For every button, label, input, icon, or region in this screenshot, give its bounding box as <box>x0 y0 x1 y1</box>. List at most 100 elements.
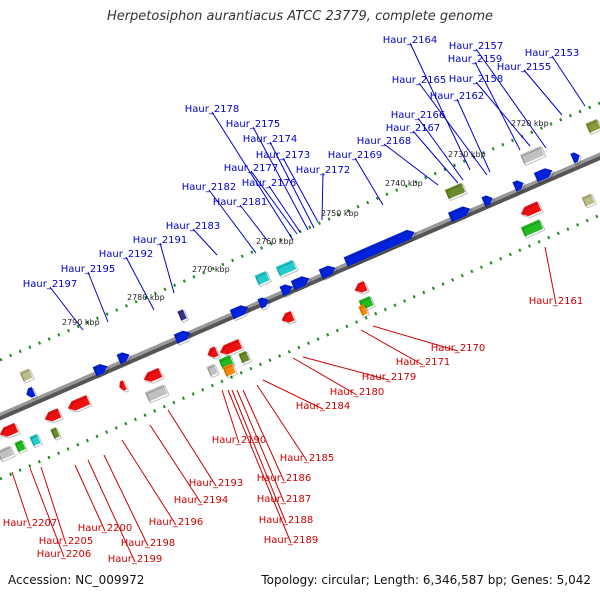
leader-line-layer <box>11 42 586 563</box>
reverse-gene-leader-line <box>360 329 424 366</box>
reverse-gene-label: Haur_2180 <box>330 387 385 398</box>
topology-text: Topology: circular; Length: 6,346,587 bp… <box>261 573 591 587</box>
gene-body <box>533 168 553 183</box>
reverse-gene-leader-line <box>40 466 67 545</box>
reverse-gene-label: Haur_2198 <box>121 538 176 549</box>
gene-shade <box>51 427 63 441</box>
forward-gene-leader-line <box>268 185 301 233</box>
forward-gene-leader-line <box>282 157 319 223</box>
reverse-gene <box>354 281 370 295</box>
forward-feature <box>19 368 35 384</box>
forward-gene-label: Haur_2167 <box>386 123 441 134</box>
forward-gene-leader-line <box>159 242 175 294</box>
gene-shade <box>276 260 299 279</box>
forward-gene-leader-line <box>192 228 218 256</box>
reverse-feature <box>520 219 546 239</box>
forward-gene-leader-line <box>321 172 324 221</box>
gene-body <box>19 368 33 382</box>
forward-gene-label: Haur_2164 <box>383 35 438 46</box>
gene-body <box>343 229 415 267</box>
forward-gene-leader-line <box>409 42 471 171</box>
reverse-gene <box>67 395 93 413</box>
reverse-gene <box>143 367 165 384</box>
reverse-gene-leader-line <box>11 471 31 527</box>
forward-gene <box>257 297 271 311</box>
forward-gene-leader-line <box>551 55 586 107</box>
gene-shade <box>448 207 473 225</box>
reverse-gene-label: Haur_2171 <box>396 357 451 368</box>
gene-shade <box>239 351 253 366</box>
reverse-feature <box>0 445 16 463</box>
forward-gene-label: Haur_2181 <box>213 197 268 208</box>
reverse-gene <box>520 201 544 219</box>
gene-shade <box>30 434 44 449</box>
reverse-gene-label: Haur_2186 <box>257 473 312 484</box>
reverse-feature <box>358 304 371 318</box>
reverse-tick-track <box>0 213 600 481</box>
reverse-gene-leader-line <box>242 389 285 482</box>
forward-gene-label: Haur_2153 <box>525 48 580 59</box>
forward-gene-label: Haur_2165 <box>392 75 447 86</box>
forward-feature <box>177 309 190 323</box>
reverse-gene-leader-line <box>167 409 217 487</box>
forward-gene-leader-line <box>250 170 298 235</box>
gene-body <box>570 152 580 164</box>
reverse-gene-leader-line <box>74 464 106 532</box>
reverse-gene-label: Haur_2196 <box>149 517 204 528</box>
forward-gene <box>512 180 526 194</box>
forward-gene-leader-line <box>456 98 491 173</box>
gene-body <box>254 271 270 285</box>
tick-label: 2740 kbp <box>385 179 423 188</box>
forward-gene-leader-line <box>49 286 84 331</box>
reverse-gene-label: Haur_2179 <box>362 372 417 383</box>
forward-gene-label: Haur_2178 <box>185 104 240 115</box>
gene-body <box>238 350 250 364</box>
reverse-gene-leader-line <box>236 389 285 503</box>
gene-body <box>206 363 218 377</box>
gene-body <box>50 427 60 439</box>
reverse-gene-leader-line <box>262 379 324 410</box>
gene-shade <box>0 423 21 439</box>
reverse-gene-label: Haur_2184 <box>296 401 351 412</box>
gene-shade <box>174 331 193 346</box>
reverse-gene-label: Haur_2200 <box>78 523 133 534</box>
gene-shade <box>255 271 272 288</box>
gene-body <box>67 395 91 411</box>
reverse-gene-label: Haur_2190 <box>212 435 267 446</box>
forward-gene-label: Haur_2195 <box>61 264 116 275</box>
reverse-gene-leader-line <box>302 356 390 381</box>
reverse-feature <box>144 384 170 404</box>
gene-shade <box>230 306 251 322</box>
forward-gene-label: Haur_2182 <box>182 182 237 193</box>
forward-gene-label: Haur_2168 <box>357 136 412 147</box>
forward-gene <box>173 330 193 346</box>
gene-body <box>116 352 130 364</box>
gene-body <box>222 363 236 377</box>
reverse-feature <box>206 363 221 379</box>
gene-body <box>275 259 297 277</box>
gene-shade <box>120 380 130 393</box>
gene-shade <box>117 353 132 367</box>
gene-body <box>318 265 336 279</box>
gene-body <box>92 364 108 377</box>
reverse-feature <box>14 439 29 455</box>
reverse-gene <box>281 311 297 325</box>
reverse-feature <box>50 427 63 441</box>
forward-gene-leader-line <box>523 69 563 116</box>
forward-gene-leader-line <box>87 271 109 323</box>
reverse-feature <box>581 193 597 209</box>
forward-gene <box>447 206 473 225</box>
forward-gene <box>318 265 338 281</box>
gene-shade <box>571 153 582 166</box>
reverse-gene-leader-line <box>149 424 202 504</box>
forward-gene-leader-line <box>418 82 488 176</box>
gene-shade <box>0 446 16 463</box>
reverse-gene-leader-line <box>29 467 65 558</box>
forward-gene-label: Haur_2172 <box>296 165 351 176</box>
gene-layer <box>0 119 600 463</box>
gene-shade <box>520 146 547 167</box>
gene-body <box>520 219 544 237</box>
map-title: Herpetosiphon aurantiacus ATCC 23779, co… <box>106 9 494 24</box>
gene-body <box>520 201 542 217</box>
